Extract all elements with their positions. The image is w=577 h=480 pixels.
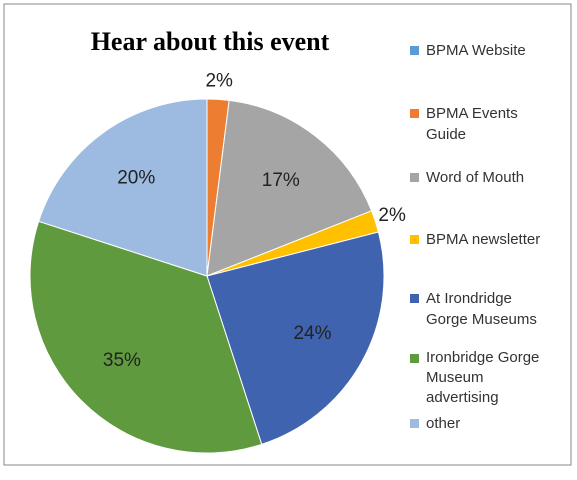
legend-swatch: [410, 173, 419, 182]
legend-swatch: [410, 235, 419, 244]
legend-swatch: [410, 354, 419, 363]
legend-item: Word of Mouth: [410, 167, 550, 188]
legend-item: BPMA Website: [410, 40, 550, 61]
legend-item: BPMA Events Guide: [410, 103, 550, 145]
legend-label: At Irondridge Gorge Museums: [426, 290, 537, 328]
data-label: 2%: [378, 205, 406, 226]
data-label: 35%: [103, 350, 141, 371]
legend-label: BPMA Events Guide: [426, 105, 518, 143]
legend-swatch: [410, 419, 419, 428]
legend-swatch: [410, 294, 419, 303]
data-label: 24%: [293, 323, 331, 344]
legend-label: Word of Mouth: [426, 169, 525, 186]
data-label: 17%: [262, 170, 300, 191]
legend-swatch: [410, 46, 419, 55]
chart-title: Hear about this event: [91, 27, 330, 56]
pie-slice: [206, 99, 373, 277]
legend-item: other: [410, 413, 550, 434]
legend-item: At Irondridge Gorge Museums: [410, 288, 550, 330]
legend-label: BPMA newsletter: [426, 231, 541, 248]
legend-item: BPMA newsletter: [410, 229, 550, 250]
pie-slice: [38, 98, 208, 277]
legend-label: BPMA Website: [426, 42, 526, 59]
legend-label: other: [426, 415, 461, 432]
pie-slice: [29, 220, 263, 454]
data-label: 20%: [117, 168, 155, 189]
legend-swatch: [410, 109, 419, 118]
legend-item: Ironbridge Gorge Museum advertising: [410, 348, 550, 408]
pie-slice: [206, 231, 385, 445]
legend-label: Ironbridge Gorge Museum advertising: [426, 349, 540, 406]
data-label: 2%: [205, 71, 233, 92]
